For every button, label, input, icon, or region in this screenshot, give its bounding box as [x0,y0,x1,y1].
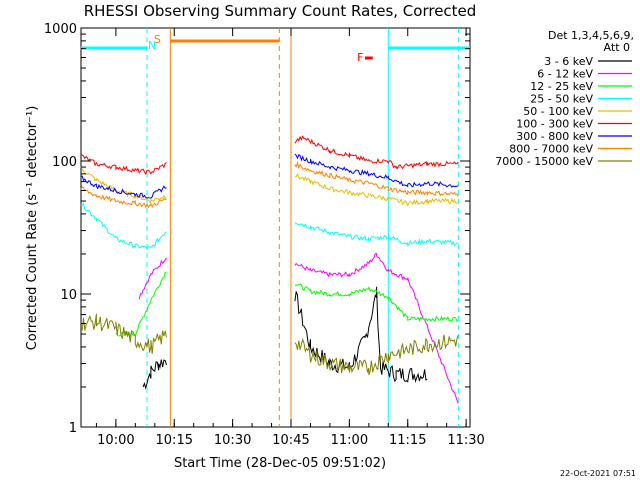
y-tick-label: 1 [69,421,77,436]
y-tick-label: 100 [52,155,77,170]
series-line-6 [294,135,459,170]
legend-title-line-1: Det 1,3,4,5,6,9, [548,29,634,42]
series-line-3 [115,271,167,338]
series-layer [80,135,459,404]
x-tick-label: 11:00 [331,433,368,448]
series-line-7 [294,153,459,188]
series-line-4 [80,202,167,250]
series-line-8 [80,186,167,209]
series-line-4 [294,222,459,247]
y-tick-label: 1000 [44,22,77,37]
footer-date: 22-Oct-2021 07:51 [560,469,636,478]
legend-label: 6 - 12 keV [537,68,593,81]
legend-label: 7000 - 15000 keV [495,155,593,168]
series-line-1 [142,359,167,390]
annotation-label-s: S [154,33,161,46]
x-tick-label: 10:00 [97,433,134,448]
series-line-6 [80,153,167,176]
legend-label: 50 - 100 keV [523,105,593,118]
x-tick-label: 11:30 [447,433,484,448]
x-tick-label: 11:15 [389,433,426,448]
legend-label: 800 - 7000 keV [509,143,593,156]
axes-layer: 10:00 10:15 10:30 10:45 11:00 11:15 11:30 1 10 10… [44,22,485,448]
series-line-9 [80,313,167,354]
markers-layer: SN F [80,28,470,427]
legend-label: 3 - 6 keV [544,55,593,68]
legend-title-line-2: Att 0 [604,41,630,54]
series-line-8 [294,160,459,197]
plot-frame [80,27,471,428]
series-line-2 [138,257,167,300]
y-axis-label: Corrected Count Rate (s⁻¹ detector⁻¹) [25,106,40,351]
legend-label: 12 - 25 keV [530,80,593,93]
series-line-5 [80,166,167,205]
series-line-7 [80,175,167,199]
x-tick-label: 10:15 [156,433,193,448]
legend-label: 25 - 50 keV [530,93,593,106]
chart-title: RHESSI Observing Summary Count Rates, Co… [84,2,477,20]
x-tick-label: 10:45 [272,433,309,448]
series-line-5 [294,172,459,206]
annotation-label-f: F [357,51,363,64]
legend-label: 300 - 800 keV [516,130,593,143]
series-line-9 [294,334,459,376]
annotation-label-n: N [148,39,156,52]
x-axis-label: Start Time (28-Dec-05 09:51:02) [174,456,386,471]
series-line-1 [294,286,428,384]
series-line-2 [294,253,459,404]
legend-label: 100 - 300 keV [516,118,593,131]
y-tick-label: 10 [60,288,77,303]
series-line-3 [294,283,459,323]
x-tick-label: 10:30 [214,433,251,448]
